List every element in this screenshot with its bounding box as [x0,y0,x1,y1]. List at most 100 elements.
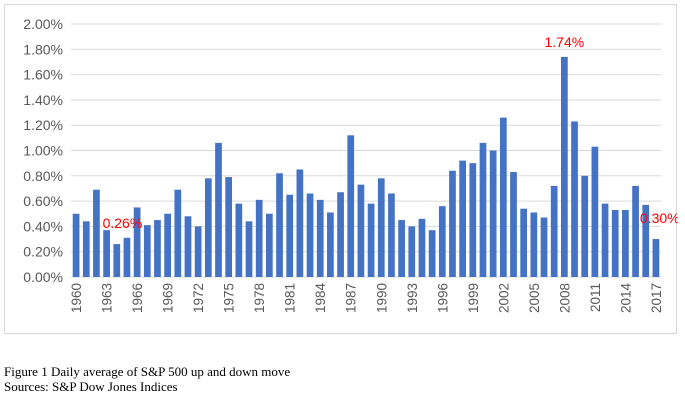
bar-2002 [499,117,507,277]
x-tick-label: 1984 [313,283,328,314]
y-tick-label: 2.00% [23,16,63,32]
x-tick-label: 1996 [435,283,450,313]
x-tick-label: 1978 [252,283,267,313]
bar-2011 [591,146,599,277]
x-tick-label: 1972 [191,283,206,313]
bar-1962 [93,189,100,277]
x-tick-label: 1987 [344,283,359,313]
bar-2010 [581,175,589,277]
x-tick-label: 1975 [222,283,237,313]
annotation-1963: 0.26% [103,215,143,231]
y-tick-label: 1.60% [23,67,63,83]
bar-1993 [408,226,416,277]
x-tick-label: 1981 [283,283,298,313]
bar-1972 [194,226,202,277]
y-tick-label: 1.20% [23,117,63,133]
bar-1988 [357,184,365,277]
annotation-2008: 1.74% [545,34,585,50]
bar-2001 [489,150,497,277]
bar-1987 [347,135,355,277]
x-tick-label: 2005 [527,283,542,313]
x-tick-label: 2017 [649,283,664,313]
annotations: 0.26% 1.74% 0.30% [103,34,678,231]
x-tick-label: 2008 [557,283,572,313]
bar-1976 [235,203,243,277]
bar-1989 [367,203,375,277]
bar-1996 [438,206,446,277]
bar-1991 [388,193,395,277]
x-tick-label: 1993 [405,283,420,313]
bars [72,56,660,277]
bar-1997 [449,170,456,277]
bar-1973 [204,178,212,277]
bar-2008 [561,56,568,277]
bar-1974 [215,142,222,277]
bar-2005 [530,212,538,277]
bar-1970 [174,189,182,277]
bar-2016 [642,204,650,277]
bar-1961 [82,221,90,277]
bar-1980 [276,173,283,277]
y-tick-label: 0.80% [23,168,63,184]
y-tick-label: 1.40% [23,92,63,108]
x-tick-label: 1966 [130,283,145,313]
y-axis-ticks: 0.00% 0.20% 0.40% 0.60% 0.80% 1.00% 1.20% 1.40%… [23,16,63,285]
x-tick-label: 1990 [374,283,389,313]
caption-title: Figure 1 Daily average of S&P 500 up and… [4,364,291,379]
bar-1971 [184,216,192,277]
bar-1979 [266,213,273,277]
y-tick-label: 0.40% [23,218,63,234]
bar-1963 [103,230,110,277]
bar-1984 [316,199,324,277]
bar-2000 [479,142,487,277]
y-tick-label: 1.80% [23,41,63,57]
bar-2013 [611,209,619,277]
bar-1975 [225,177,233,277]
bar-2014 [622,209,629,277]
x-tick-label: 2011 [588,283,603,312]
bar-1977 [245,221,253,277]
bar-2006 [540,217,548,277]
bar-2012 [601,203,609,277]
x-tick-label: 1960 [69,283,84,313]
bar-1967 [143,225,151,277]
bar-1965 [123,237,131,277]
caption-source: Sources: S&P Dow Jones Indices [4,379,178,394]
bar-1968 [154,220,161,277]
x-tick-label: 1999 [466,283,481,313]
x-tick-label: 2014 [618,283,633,314]
bar-2003 [510,172,517,277]
bar-2004 [520,208,528,277]
bar-1978 [255,199,263,277]
x-tick-label: 1963 [100,283,115,313]
y-tick-label: 1.00% [23,143,63,159]
bar-1966 [133,207,141,277]
y-tick-label: 0.20% [23,244,63,260]
bar-1969 [164,213,171,277]
bar-1990 [377,178,385,277]
y-tick-label: 0.60% [23,193,63,209]
annotation-2017: 0.30% [640,210,678,226]
y-tick-label: 0.00% [23,269,63,285]
bar-1992 [398,220,405,277]
bar-1986 [337,192,344,277]
bar-chart: 0.00% 0.20% 0.40% 0.60% 0.80% 1.00% 1.20% 1.40%… [23,16,678,314]
bar-1964 [113,244,121,277]
bar-1999 [469,163,477,277]
x-axis-ticks: 1960 1963 1966 1969 1972 1975 1978 1981 1984 1987… [69,283,664,314]
bar-1994 [418,218,426,277]
chart-frame: 0.00% 0.20% 0.40% 0.60% 0.80% 1.00% 1.20% 1.40%… [4,4,678,334]
bar-1998 [459,160,466,277]
bar-2017 [652,239,660,277]
bar-1982 [296,169,304,277]
bar-1983 [306,193,314,277]
bar-2015 [632,185,639,277]
bar-2007 [550,185,558,277]
x-tick-label: 1969 [161,283,176,313]
bar-1985 [327,212,334,277]
figure-caption: Figure 1 Daily average of S&P 500 up and… [4,364,290,394]
bar-1960 [72,213,80,277]
bar-2009 [571,121,578,277]
x-tick-label: 2002 [496,283,511,313]
bar-1995 [428,230,436,277]
